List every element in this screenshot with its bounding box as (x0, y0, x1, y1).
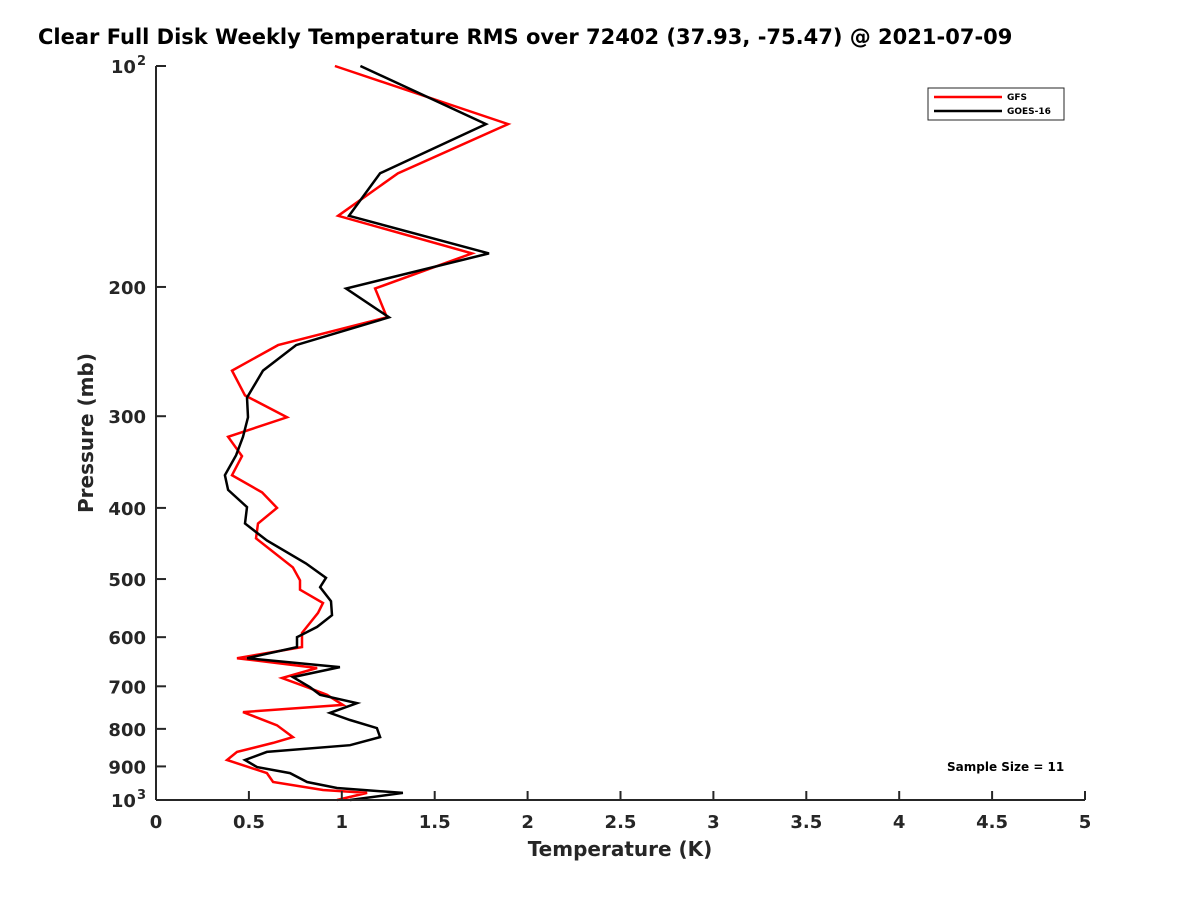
x-tick-label: 1.5 (419, 812, 451, 833)
y-axis-label: Pressure (mb) (74, 353, 98, 513)
x-tick-label: 3.5 (790, 812, 822, 833)
legend: GFS GOES-16 (927, 87, 1065, 121)
legend-label-gfs: GFS (1007, 93, 1027, 103)
series-line-gfs (224, 64, 512, 802)
y-tick-label: 500 (108, 570, 146, 591)
y-tick-label: 700 (108, 677, 146, 698)
y-tick-label: 800 (108, 720, 146, 741)
x-tick-label: 5 (1079, 812, 1092, 833)
y-tick-label: 600 (108, 628, 146, 649)
x-tick-label: 0.5 (233, 812, 265, 833)
legend-box (927, 87, 1065, 121)
y-tick-label: 300 (108, 407, 146, 428)
y-tick-exponent: 3 (137, 788, 146, 803)
x-tick-label: 2.5 (605, 812, 637, 833)
x-tick-label: 2 (521, 812, 534, 833)
axes: 0 0.5 1 1.5 2 2.5 3 3.5 4 4.5 52102003004005006007… (108, 54, 1091, 833)
x-axis-label: Temperature (K) (528, 837, 713, 861)
legend-label-goes16: GOES-16 (1007, 107, 1051, 117)
y-tick-exponent: 2 (137, 54, 146, 69)
y-tick-label: 400 (108, 499, 146, 520)
x-tick-label: 0 (150, 812, 163, 833)
x-tick-label: 4.5 (976, 812, 1008, 833)
x-tick-label: 4 (893, 812, 906, 833)
sample-size-annotation: Sample Size = 11 (947, 760, 1064, 774)
x-tick-label: 3 (707, 812, 720, 833)
y-tick-label: 10 (111, 57, 136, 78)
chart-title: Clear Full Disk Weekly Temperature RMS o… (38, 25, 1012, 49)
y-tick-label: 200 (108, 278, 146, 299)
series-line-goes16 (223, 64, 490, 802)
y-tick-label: 900 (108, 757, 146, 778)
x-tick-label: 1 (336, 812, 349, 833)
series-layer (223, 64, 512, 802)
y-tick-label: 10 (111, 791, 136, 812)
